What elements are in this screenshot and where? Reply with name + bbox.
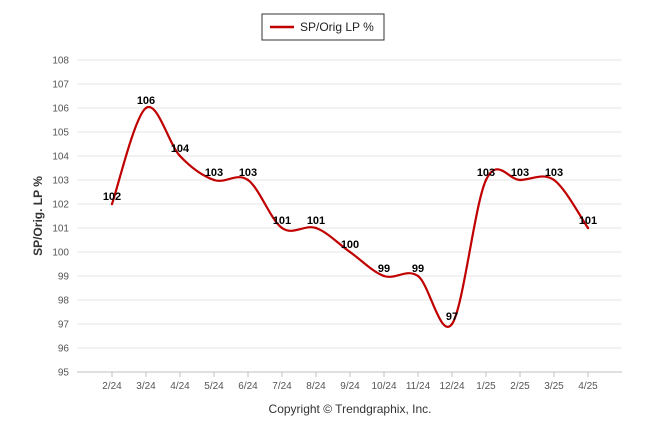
y-tick-label: 104 (52, 152, 69, 163)
y-tick-label: 99 (58, 272, 70, 283)
y-tick-label: 108 (52, 56, 69, 67)
y-tick-label: 106 (52, 104, 69, 115)
data-point (212, 178, 216, 182)
y-tick-label: 101 (52, 224, 69, 235)
y-tick-label: 102 (52, 200, 69, 211)
copyright-footer: Copyright © Trendgraphix, Inc. (269, 402, 432, 416)
x-tick-label: 7/24 (272, 381, 292, 392)
x-tick-label: 2/24 (102, 381, 122, 392)
x-tick-label: 4/25 (578, 381, 598, 392)
x-tick-label: 11/24 (406, 381, 431, 392)
data-point (280, 226, 284, 230)
y-tick-label: 100 (52, 248, 69, 259)
data-label: 97 (446, 311, 458, 323)
data-label: 103 (511, 167, 529, 179)
data-label: 99 (378, 263, 390, 275)
x-tick-label: 8/24 (306, 381, 326, 392)
data-label: 106 (137, 95, 155, 107)
data-point (552, 178, 556, 182)
data-label: 104 (171, 143, 190, 155)
series-line (110, 106, 590, 328)
y-tick-label: 103 (52, 176, 69, 187)
data-point (110, 202, 114, 206)
y-tick-label: 107 (52, 80, 69, 91)
x-tick-label: 9/24 (340, 381, 360, 392)
data-label: 101 (273, 215, 291, 227)
x-tick-label: 6/24 (238, 381, 258, 392)
data-point (348, 250, 352, 254)
data-point (382, 274, 386, 278)
data-label: 99 (412, 263, 424, 275)
data-point (246, 178, 250, 182)
data-label: 102 (103, 191, 121, 203)
data-label: 100 (341, 239, 359, 251)
x-tick-label: 5/24 (204, 381, 224, 392)
y-tick-label: 105 (52, 128, 69, 139)
data-label: 101 (579, 215, 597, 227)
x-tick-label: 10/24 (371, 381, 396, 392)
x-tick-label: 3/24 (136, 381, 156, 392)
data-point (518, 178, 522, 182)
data-label: 103 (205, 167, 223, 179)
data-point (450, 322, 454, 326)
legend: SP/Orig LP % (261, 13, 385, 41)
data-point (484, 178, 488, 182)
y-tick-label: 97 (58, 320, 70, 331)
x-tick-label: 3/25 (544, 381, 564, 392)
data-point (314, 226, 318, 230)
x-tick-label: 1/25 (476, 381, 496, 392)
x-tick-label: 2/25 (510, 381, 530, 392)
data-point (586, 226, 590, 230)
data-label: 103 (545, 167, 563, 179)
axes: 95 96 97 98 99 100 101 102 103 104 105 106 107 108 2/2… (52, 56, 622, 392)
data-point (178, 154, 182, 158)
data-point (416, 274, 420, 278)
y-tick-label: 95 (58, 368, 70, 379)
series-layer (110, 106, 590, 328)
legend-label: SP/Orig LP % (300, 20, 374, 34)
y-tick-label: 98 (58, 296, 70, 307)
x-tick-label: 4/24 (170, 381, 190, 392)
data-label: 103 (477, 167, 495, 179)
x-tick-label: 12/24 (439, 381, 464, 392)
data-label: 101 (307, 215, 325, 227)
data-point (144, 106, 148, 110)
y-tick-label: 96 (58, 344, 70, 355)
y-axis-title: SP/Orig. LP % (31, 176, 45, 256)
grid (77, 59, 622, 373)
data-label: 103 (239, 167, 257, 179)
data-labels: 102 106 104 103 103 101 101 100 99 99 97 103 103 103 1… (103, 95, 597, 323)
